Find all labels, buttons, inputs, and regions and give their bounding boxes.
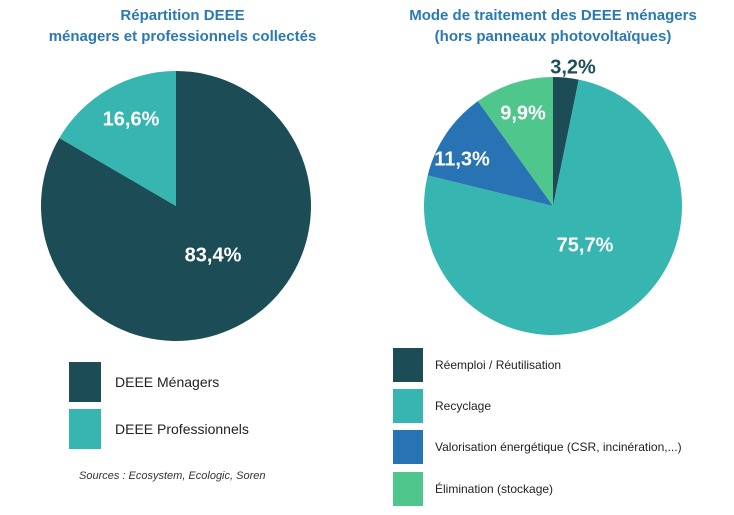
legend-label-elimination: Élimination (stockage) [435,482,554,496]
legend-label-professionnels: DEEE Professionnels [115,421,249,437]
pie2-slice-reemploi-reutilisation [553,77,579,206]
pie1-label-deee-professionnels: 16,6% [103,108,160,130]
pie1-slice-deee-menagers [40,71,311,341]
pie2-label-valorisation-energetique-csr-incineration: 11,3% [434,148,490,170]
chart2-title-line1: Mode de traitement des DEEE ménagers [409,7,697,24]
legend-swatch-professionnels [69,409,101,449]
legend-item-reemploi: Réemploi / Réutilisation [393,348,561,382]
pie2-label-reemploi-reutilisation: 3,2% [550,56,596,78]
pie1-slice-deee-professionnels [59,70,177,206]
legend-swatch-reemploi [393,348,423,382]
pie2-slice-recyclage [423,79,682,335]
pie2-label-elimination-stockage: 9,9% [500,102,546,124]
legend-item-elimination: Élimination (stockage) [393,472,553,506]
pie2-slice-elimination-stockage [477,77,553,206]
chart2-title: Mode de traitement des DEEE ménagers (ho… [378,5,728,47]
legend-item-recyclage: Recyclage [393,389,491,423]
pie2-slice-valorisation-energetique-csr-incineration [427,101,553,206]
legend-item-valorisation: Valorisation énergétique (CSR, incinérat… [393,430,682,464]
source-note: Sources : Ecosystem, Ecologic, Soren [79,470,266,482]
legend-label-valorisation: Valorisation énergétique (CSR, incinérat… [435,440,682,454]
legend-swatch-recyclage [393,389,423,423]
chart1-title-line1: Répartition DEEE [120,7,245,24]
legend-swatch-elimination [393,472,423,506]
legend-label-reemploi: Réemploi / Réutilisation [435,358,562,372]
legend-item-professionnels: DEEE Professionnels [69,409,249,449]
chart1-title-line2: ménagers et professionnels collectés [48,28,317,45]
legend-label-recyclage: Recyclage [435,399,492,413]
legend-swatch-menagers [69,362,101,402]
legend-swatch-valorisation [393,430,423,464]
chart2-title-line2: (hors panneaux photovoltaïques) [434,28,672,45]
legend-label-menagers: DEEE Ménagers [115,374,220,390]
pie2-label-recyclage: 75,7% [557,234,614,256]
chart1-title: Répartition DEEE ménagers et professionn… [0,5,365,47]
pie1-label-deee-menagers: 83,4% [185,244,242,266]
legend-item-menagers: DEEE Ménagers [69,362,219,402]
